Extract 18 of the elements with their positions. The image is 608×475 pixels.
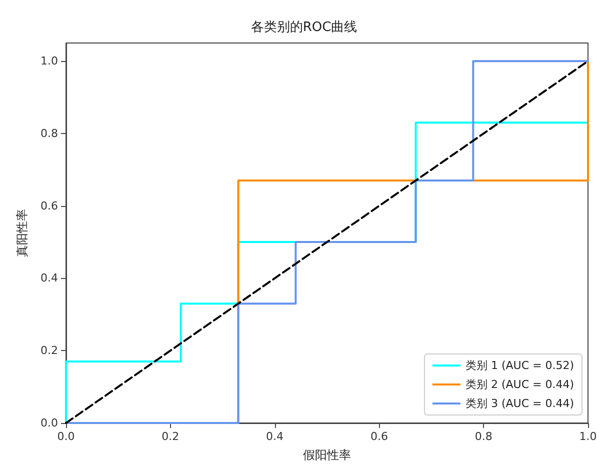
y-tick-label: 0.4 (40, 272, 58, 285)
x-axis-title: 假阳性率 (303, 448, 351, 462)
y-tick-label: 0.0 (40, 416, 58, 430)
x-tick-label: 0.8 (474, 430, 492, 443)
y-tick-label: 0.8 (40, 126, 58, 140)
x-tick-label: 0.6 (370, 430, 388, 443)
x-tick-label: 0.4 (266, 430, 284, 443)
chart-title: 各类别的ROC曲线 (250, 20, 358, 35)
y-axis-title: 真阳性率 (15, 209, 29, 257)
legend-label: 类别 2 (AUC = 0.44) (465, 378, 574, 391)
y-tick-label: 1.0 (40, 54, 58, 68)
y-tick-label: 0.6 (40, 199, 58, 212)
x-tick-label: 1.0 (579, 430, 597, 443)
x-tick-label: 0.2 (162, 430, 180, 443)
legend-label: 类别 1 (AUC = 0.52) (465, 359, 574, 372)
legend-label: 类别 3 (AUC = 0.44) (465, 397, 574, 410)
y-tick-label: 0.2 (40, 344, 58, 358)
x-tick-label: 0.0 (57, 430, 75, 443)
